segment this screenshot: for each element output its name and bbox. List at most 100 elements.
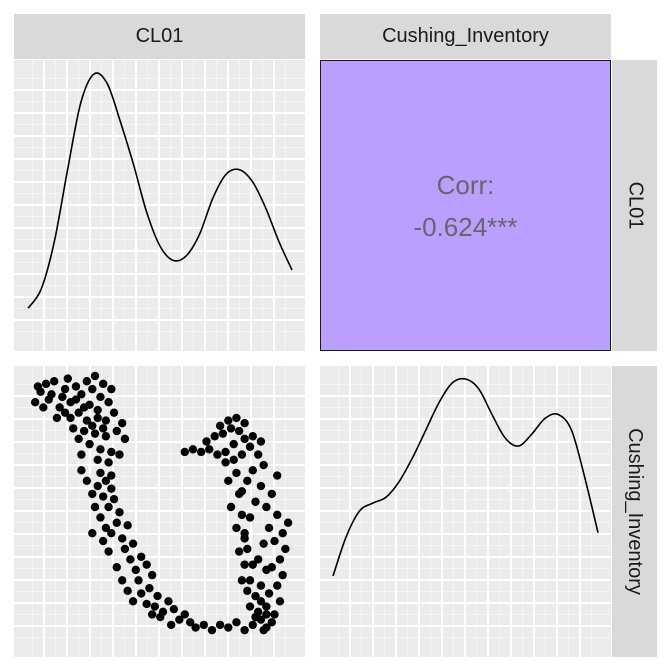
- scatter-point: [278, 529, 287, 538]
- panel-density-col1: [14, 60, 305, 351]
- scatter-point: [226, 502, 236, 512]
- scatter-point: [63, 374, 72, 383]
- scatter-point: [79, 426, 89, 436]
- scatter-point: [232, 523, 241, 533]
- strip-label-col1: CL01: [135, 25, 184, 47]
- scatter-point: [262, 502, 271, 512]
- scatter-point: [120, 544, 130, 554]
- scatter-point: [101, 523, 111, 533]
- panel-scatter: [14, 366, 305, 657]
- scatter-point: [275, 555, 285, 564]
- scatter-point: [88, 421, 97, 430]
- scatter-point: [104, 547, 113, 556]
- density-plot-col1: [14, 60, 305, 351]
- correlation-value: -0.624***: [413, 211, 518, 242]
- scatter-point: [109, 494, 119, 504]
- scatter-point: [58, 392, 67, 402]
- scatter-point: [196, 447, 206, 457]
- scatter-point: [243, 476, 252, 485]
- scatter-point: [243, 586, 252, 596]
- scatter-point: [175, 615, 184, 624]
- scatter-point: [237, 450, 247, 459]
- scatter-point: [267, 489, 276, 499]
- scatter-point: [123, 521, 132, 530]
- scatter-point: [93, 405, 102, 415]
- scatter-point: [256, 581, 266, 590]
- scatter-point: [256, 437, 266, 446]
- scatter-point: [101, 476, 111, 485]
- scatter-point: [131, 565, 140, 575]
- scatter-point: [33, 382, 43, 391]
- scatter-point: [126, 555, 135, 564]
- scatter-point: [93, 455, 102, 465]
- scatter-point: [145, 584, 154, 593]
- scatter-point: [245, 442, 255, 451]
- scatter-point: [254, 450, 263, 459]
- scatter-point: [82, 476, 92, 485]
- scatter-point: [142, 599, 151, 609]
- correlation-box: Corr: -0.624***: [320, 60, 611, 351]
- scatter-point: [232, 618, 241, 627]
- strip-label-row2: Cushing_Inventory: [624, 428, 646, 595]
- scatter-point: [90, 502, 100, 512]
- scatter-point: [224, 623, 233, 632]
- scatter-point: [88, 384, 97, 394]
- scatter-point: [283, 518, 293, 527]
- scatter-point: [107, 471, 116, 480]
- scatter-point: [93, 481, 102, 491]
- scatter-point: [153, 591, 162, 601]
- scatter-point: [107, 529, 116, 538]
- scatter-point: [199, 620, 208, 630]
- scatter-point: [115, 450, 124, 459]
- scatter-point: [273, 471, 282, 480]
- scatter-point: [188, 445, 198, 454]
- strip-top-col2: Cushing_Inventory: [320, 14, 611, 59]
- scatter-point: [52, 413, 62, 423]
- scatter-point: [74, 408, 83, 417]
- strip-label-col2: Cushing_Inventory: [382, 25, 549, 47]
- scatter-point: [262, 565, 271, 575]
- scatter-point: [273, 510, 282, 520]
- scatter-point: [50, 377, 59, 386]
- scatter-point: [264, 589, 274, 598]
- scatter-point: [215, 620, 225, 630]
- scatter-point: [77, 450, 86, 459]
- scatter-point: [254, 555, 263, 564]
- scatter-point: [85, 439, 94, 449]
- scatter-point: [60, 384, 70, 394]
- scatter-point: [180, 610, 189, 619]
- scatter-point: [98, 492, 108, 501]
- scatter-point: [205, 445, 214, 454]
- scatter-point: [109, 408, 119, 417]
- scatter-point: [256, 597, 266, 606]
- scatter-point: [278, 570, 287, 580]
- scatter-point: [259, 625, 268, 635]
- scatter-point: [120, 434, 130, 444]
- scatter-point: [256, 481, 266, 491]
- scatter-point: [202, 437, 211, 446]
- scatter-point: [112, 518, 121, 527]
- scatter-point: [240, 560, 249, 569]
- scatter-point: [240, 625, 249, 635]
- scatter-point: [147, 610, 157, 619]
- scatter-point: [39, 403, 48, 412]
- strip-right-row2: Cushing_Inventory: [612, 366, 657, 657]
- scatter-point: [164, 597, 173, 606]
- scatter-point: [186, 618, 195, 627]
- scatter-point: [71, 382, 81, 391]
- scatter-point: [262, 602, 271, 611]
- scatter-point: [169, 604, 179, 614]
- scatter-point: [180, 447, 189, 457]
- scatter-point: [221, 458, 230, 467]
- scatter-point: [240, 418, 249, 428]
- scatter-point: [118, 418, 127, 428]
- strip-right-row1: CL01: [612, 60, 657, 351]
- panel-correlation: Corr: -0.624***: [320, 60, 611, 351]
- density-line-col1: [27, 72, 293, 309]
- scatter-point: [82, 416, 92, 425]
- strip-label-row1: CL01: [624, 181, 646, 230]
- scatter-point: [234, 426, 244, 436]
- scatter-point: [74, 434, 83, 444]
- scatter-point: [240, 434, 249, 444]
- scatter-point: [66, 413, 75, 423]
